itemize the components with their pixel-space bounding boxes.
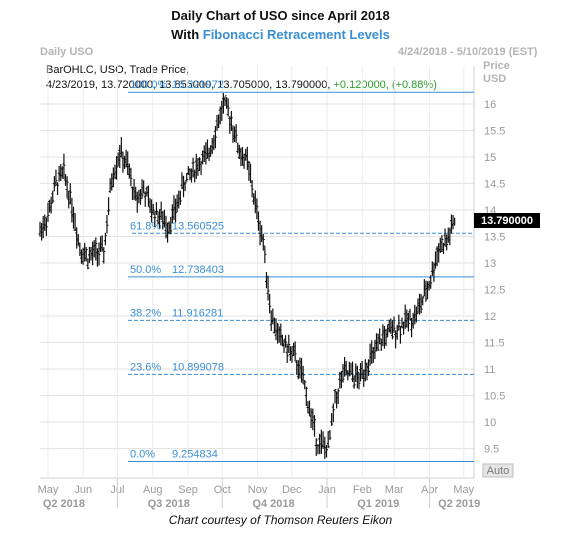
x-tick-label: Jun: [74, 484, 92, 496]
fib-value-label: 13.560525: [172, 220, 224, 232]
x-quarter-label: Q4 2018: [252, 498, 294, 510]
x-quarter-label: Q2 2018: [43, 498, 85, 510]
auto-button[interactable]: [482, 463, 514, 478]
fib-levels: 100.0% 16.221972 61.8% 13.560525 50.0% 12.738…: [128, 79, 474, 462]
y-tick-label: 15.5: [484, 126, 505, 138]
fib-pct-label: 61.8%: [130, 220, 161, 232]
grid: [40, 66, 475, 479]
chart-subtitle: With Fibonacci Retracement Levels: [0, 27, 561, 42]
fib-pct-label: 50.0%: [130, 264, 161, 276]
last-price-box: [474, 213, 540, 228]
axis-unit: USD: [483, 73, 506, 85]
fib-pct-label: 23.6%: [130, 361, 161, 373]
fib-value-label: 11.916281: [172, 307, 223, 319]
chart-title: Daily Chart of USO since April 2018: [171, 8, 390, 23]
fib-pct-label: 38.2%: [130, 307, 161, 319]
auto-label: Auto: [487, 465, 510, 477]
y-tick-label: 10.5: [484, 391, 505, 403]
last-price-label: 13.790000: [481, 215, 533, 227]
y-tick-label: 10: [484, 417, 496, 429]
fib-value-label: 10.899078: [172, 361, 224, 373]
x-tick-label: Sep: [178, 484, 198, 496]
fib-value-label: 16.221972: [172, 79, 224, 91]
x-tick-label: May: [453, 484, 474, 496]
x-tick-label: Mar: [385, 484, 404, 496]
x-tick-label: Aug: [143, 484, 163, 496]
x-quarter-label: Q3 2018: [148, 498, 190, 510]
y-tick-label: 13: [484, 258, 496, 270]
x-axis: May Jun Jul Aug Sep Oct Nov Dec Jan Feb Mar Apr MayQ…: [38, 478, 480, 510]
y-tick-label: 13.5: [484, 232, 505, 244]
axis-label: Price: [483, 60, 510, 72]
y-tick-label: 12.5: [484, 285, 505, 297]
y-tick-label: 11.5: [484, 338, 505, 350]
y-tick-label: 11: [484, 364, 495, 376]
y-axis: 1615.51514.51413.51312.51211.51110.5109.…: [484, 99, 505, 456]
price-change: +0.120000, (+0.88%): [333, 79, 437, 91]
y-tick-label: 9.5: [484, 444, 499, 456]
y-tick-label: 15: [484, 152, 496, 164]
fib-value-label: 9.254834: [172, 448, 218, 460]
subtitle-prefix: With: [171, 27, 203, 42]
chart-credit: Chart courtesy of Thomson Reuters Eikon: [168, 513, 393, 527]
x-quarter-label: Q2 2019: [438, 498, 480, 510]
y-tick-label: 14.5: [484, 179, 505, 191]
x-quarter-label: Q1 2019: [357, 498, 399, 510]
y-tick-label: 16: [484, 99, 496, 111]
fib-pct-label: 0.0%: [130, 448, 155, 460]
panel-name: Daily USO: [40, 46, 94, 58]
price-bars: [38, 93, 456, 459]
x-tick-label: May: [38, 484, 59, 496]
x-tick-label: Nov: [248, 484, 268, 496]
date-range: 4/24/2018 - 5/10/2019 (EST): [398, 46, 538, 58]
subtitle-highlight: Fibonacci Retracement Levels: [202, 27, 390, 42]
fib-pct-label: 100.0%: [130, 79, 168, 91]
y-tick-label: 12: [484, 311, 496, 323]
x-tick-label: Dec: [282, 484, 302, 496]
fib-value-label: 12.738403: [172, 264, 224, 276]
x-tick-label: Feb: [353, 484, 372, 496]
